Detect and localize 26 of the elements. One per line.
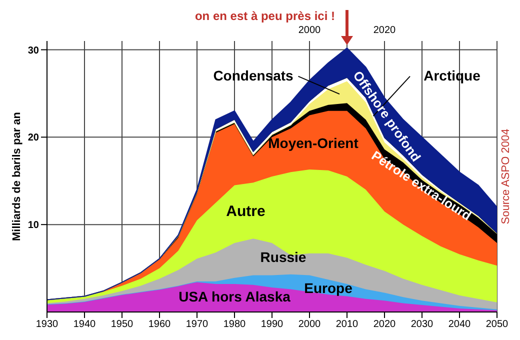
source-note: Source ASPO 2004 <box>500 128 512 224</box>
x-tick-label: 1980 <box>223 319 246 330</box>
y-axis-title: Milliards de barils par an <box>10 112 23 241</box>
series-label: Moyen-Orient <box>268 134 359 151</box>
x2-tick-label: 2000 <box>298 25 322 36</box>
x-tick-label: 2030 <box>410 319 434 330</box>
series-label: USA hors Alaska <box>178 288 291 305</box>
x-tick-label: 1930 <box>36 319 59 330</box>
x-tick-label: 1940 <box>73 319 96 330</box>
y-tick-label: 30 <box>28 45 40 56</box>
x-tick-label: 2010 <box>336 319 359 330</box>
x2-tick-label: 2020 <box>373 25 396 36</box>
series-label: Autre <box>226 202 266 220</box>
x-tick-label: 2020 <box>373 319 396 330</box>
y-tick-label: 20 <box>28 132 40 144</box>
x-tick-label: 1960 <box>148 319 172 330</box>
series-label: Europe <box>304 280 353 296</box>
y-tick-label: 10 <box>28 220 40 232</box>
x-tick-label: 2040 <box>448 319 472 330</box>
series-label: Russie <box>260 249 306 266</box>
x-tick-label: 2050 <box>486 319 509 330</box>
annotation: on en est à peu près ici ! <box>194 9 335 23</box>
x-tick-label: 1950 <box>110 319 134 330</box>
x-tick-label: 2000 <box>298 319 322 330</box>
x-tick-label: 1990 <box>260 319 284 330</box>
x-tick-label: 1970 <box>186 319 209 330</box>
